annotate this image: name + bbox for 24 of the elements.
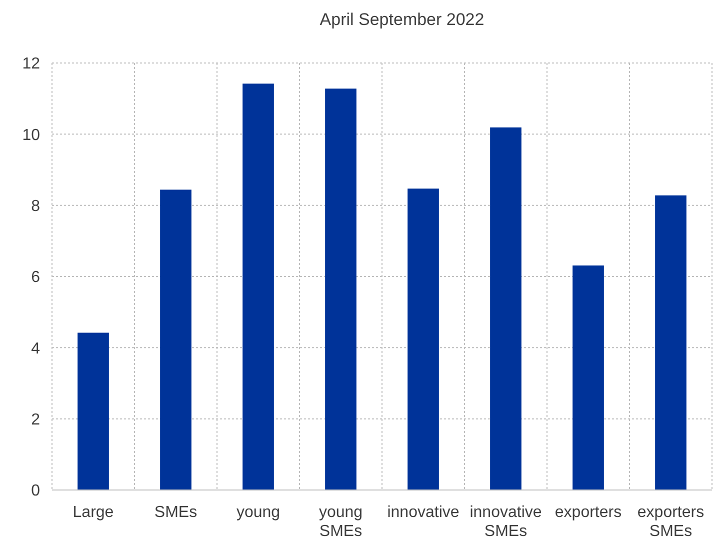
bar [655,195,686,490]
bar [78,332,109,490]
x-tick-label: young SMEs [318,504,363,540]
bar [490,127,522,490]
bar [325,88,356,490]
bar [572,265,604,490]
x-tick-label: exporters [554,504,622,521]
y-tick-label: 8 [31,198,40,215]
x-tick-label: Large [72,504,114,521]
bar [242,84,274,490]
y-tick-label: 2 [31,411,40,428]
x-tick-label: exporters SMEs [637,504,704,540]
y-tick-label: 0 [31,482,40,500]
chart-title: April September 2022 [320,10,484,29]
y-tick-label: 4 [31,340,40,358]
x-tick-label: innovative SMEs [470,504,542,540]
y-tick-label: 10 [22,126,40,144]
x-tick-label: SMEs [154,504,198,521]
y-tick-label: 12 [22,56,40,73]
bar [408,188,439,490]
y-tick-label: 6 [31,269,40,286]
bar [160,190,192,490]
x-tick-label: young [236,504,280,521]
x-tick-label: innovative [387,504,460,521]
